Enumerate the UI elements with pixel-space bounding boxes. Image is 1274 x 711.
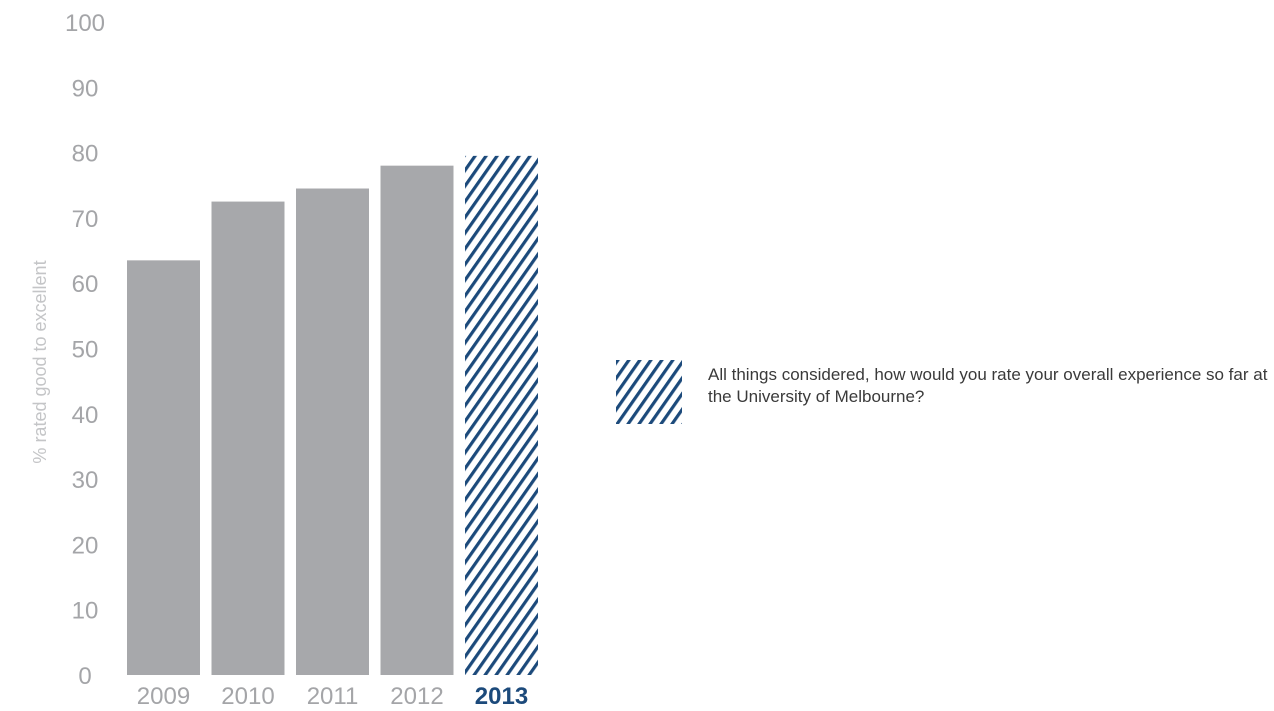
x-category-label: 2010 [221,683,274,710]
y-tick-label: 100 [65,10,105,37]
y-tick-label: 90 [72,75,99,102]
y-tick-label: 0 [78,663,91,690]
y-axis-title: % rated good to excellent [30,260,50,463]
bar-highlight [465,155,538,676]
y-tick-label: 10 [72,598,99,625]
legend-hatch-icon [616,360,682,424]
y-tick-label: 80 [72,141,99,168]
y-tick-label: 30 [72,467,99,494]
y-tick-label: 20 [72,532,99,559]
y-tick-label: 70 [72,206,99,233]
y-tick-label: 60 [72,271,99,298]
x-category-label: 2012 [390,683,443,710]
y-tick-label: 40 [72,402,99,429]
x-category-label: 2009 [137,683,190,710]
legend: All things considered, how would you rat… [616,360,1268,430]
bar [127,260,200,675]
bar [211,201,285,675]
bar [380,165,454,675]
bar [296,188,369,675]
x-category-label: 2013 [475,683,528,710]
y-tick-label: 50 [72,337,99,364]
legend-text: All things considered, how would you rat… [708,365,1268,406]
y-axis-ticks: 0 10 20 30 40 50 60 70 80 90 100 [65,10,105,690]
x-axis-labels: 2009 2010 2011 2012 2013 [137,683,528,710]
x-category-label: 2011 [307,683,359,710]
bars [127,155,538,676]
